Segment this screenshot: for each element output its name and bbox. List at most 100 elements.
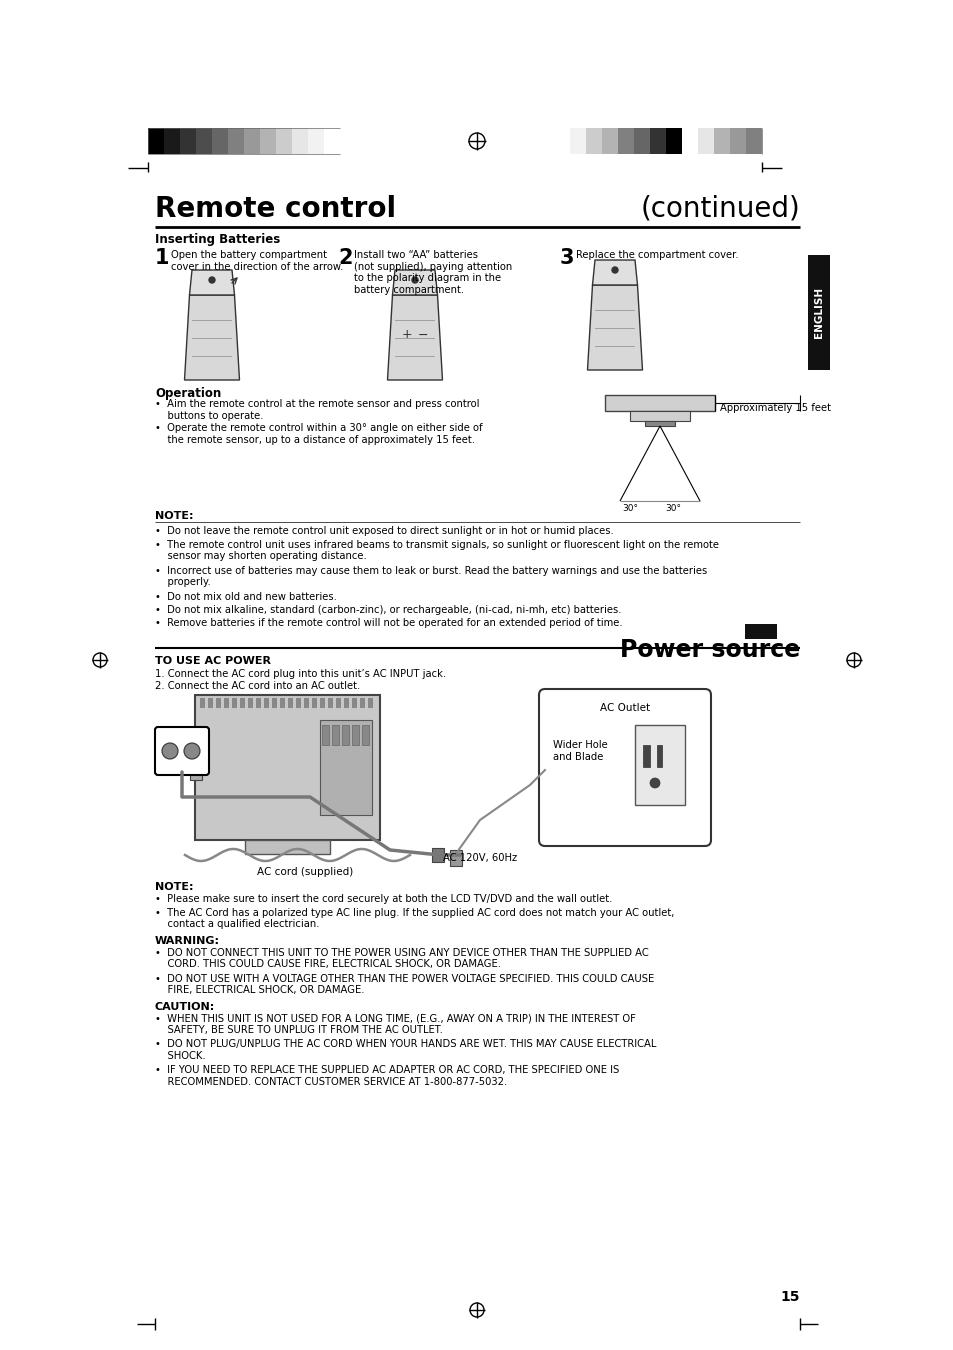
Text: 2. Connect the AC cord into an AC outlet.: 2. Connect the AC cord into an AC outlet… [154, 680, 360, 691]
Bar [359, 698, 365, 707]
Bar [224, 698, 229, 707]
Bar [308, 128, 324, 154]
Bar [635, 725, 684, 805]
Text: 3: 3 [559, 248, 574, 269]
Bar [319, 720, 372, 815]
Text: 30°: 30° [621, 504, 638, 513]
Text: NOTE:: NOTE: [154, 882, 193, 892]
Bar [644, 421, 675, 427]
Text: Replace the compartment cover.: Replace the compartment cover. [576, 250, 738, 261]
Bar [240, 698, 245, 707]
Bar [352, 725, 358, 745]
Text: 15: 15 [780, 1291, 800, 1304]
Bar [585, 128, 601, 154]
Bar [304, 698, 309, 707]
Text: •  DO NOT USE WITH A VOLTAGE OTHER THAN THE POWER VOLTAGE SPECIFIED. THIS COULD : • DO NOT USE WITH A VOLTAGE OTHER THAN T… [154, 973, 654, 995]
Text: AC cord (supplied): AC cord (supplied) [256, 867, 353, 878]
Text: Power source: Power source [619, 639, 800, 662]
Bar [244, 128, 260, 154]
Bar [228, 128, 244, 154]
Text: •  The remote control unit uses infrared beams to transmit signals, so sunlight : • The remote control unit uses infrared … [154, 540, 719, 562]
Bar [260, 128, 275, 154]
Bar [368, 698, 373, 707]
Polygon shape [592, 261, 637, 285]
Text: •  Remove batteries if the remote control will not be operated for an extended p: • Remove batteries if the remote control… [154, 618, 622, 629]
Text: NOTE:: NOTE: [154, 512, 193, 521]
FancyBboxPatch shape [538, 688, 710, 846]
Bar [324, 128, 339, 154]
Bar [312, 698, 316, 707]
Text: +: + [401, 328, 412, 342]
Bar [729, 128, 745, 154]
Bar [264, 698, 269, 707]
Polygon shape [184, 296, 239, 379]
Bar [807, 255, 829, 370]
Bar [232, 698, 236, 707]
Text: (continued): (continued) [639, 194, 800, 223]
Text: Approximately 15 feet: Approximately 15 feet [720, 404, 830, 413]
Bar [288, 698, 293, 707]
Text: •  DO NOT PLUG/UNPLUG THE AC CORD WHEN YOUR HANDS ARE WET. THIS MAY CAUSE ELECTR: • DO NOT PLUG/UNPLUG THE AC CORD WHEN YO… [154, 1040, 656, 1061]
Circle shape [184, 743, 200, 759]
Text: 30°: 30° [664, 504, 680, 513]
Text: •  The AC Cord has a polarized type AC line plug. If the supplied AC cord does n: • The AC Cord has a polarized type AC li… [154, 907, 674, 929]
Circle shape [209, 277, 214, 284]
Bar [292, 128, 308, 154]
Text: TO USE AC POWER: TO USE AC POWER [154, 656, 271, 666]
Polygon shape [392, 270, 437, 296]
Polygon shape [387, 296, 442, 379]
Bar [164, 128, 180, 154]
Text: 1. Connect the AC cord plug into this unit’s AC INPUT jack.: 1. Connect the AC cord plug into this un… [154, 670, 446, 679]
Text: •  Please make sure to insert the cord securely at both the LCD TV/DVD and the w: • Please make sure to insert the cord se… [154, 894, 612, 904]
Bar [432, 848, 443, 863]
Bar [745, 128, 761, 154]
Bar [332, 725, 338, 745]
Polygon shape [587, 285, 641, 370]
Bar [295, 698, 301, 707]
Text: •  Do not leave the remote control unit exposed to direct sunlight or in hot or : • Do not leave the remote control unit e… [154, 526, 613, 536]
Text: •  DO NOT CONNECT THIS UNIT TO THE POWER USING ANY DEVICE OTHER THAN THE SUPPLIE: • DO NOT CONNECT THIS UNIT TO THE POWER … [154, 948, 648, 969]
Bar [208, 698, 213, 707]
Text: Inserting Batteries: Inserting Batteries [154, 234, 280, 246]
Bar [649, 128, 665, 154]
Bar [212, 128, 228, 154]
Bar [713, 128, 729, 154]
Text: AC 120V, 60Hz: AC 120V, 60Hz [442, 853, 517, 863]
Bar [195, 128, 212, 154]
Bar [280, 698, 285, 707]
Bar [450, 850, 461, 865]
Text: Install two “AA” batteries
(not supplied), paying attention
to the polarity diag: Install two “AA” batteries (not supplied… [354, 250, 512, 294]
Text: 2: 2 [337, 248, 352, 269]
Bar [341, 725, 349, 745]
Circle shape [649, 778, 659, 788]
Circle shape [162, 743, 178, 759]
Text: •  Do not mix alkaline, standard (carbon-zinc), or rechargeable, (ni-cad, ni-mh,: • Do not mix alkaline, standard (carbon-… [154, 605, 620, 616]
Bar [190, 751, 202, 780]
Bar [601, 128, 618, 154]
Polygon shape [190, 270, 234, 296]
Bar [194, 695, 379, 840]
Bar [245, 840, 330, 855]
Bar [215, 698, 221, 707]
Bar [361, 725, 369, 745]
Bar [148, 128, 164, 154]
Bar [681, 128, 698, 154]
Bar [275, 128, 292, 154]
Text: •  Incorrect use of batteries may cause them to leak or burst. Read the battery : • Incorrect use of batteries may cause t… [154, 566, 706, 587]
Bar [634, 128, 649, 154]
Text: •  IF YOU NEED TO REPLACE THE SUPPLIED AC ADAPTER OR AC CORD, THE SPECIFIED ONE : • IF YOU NEED TO REPLACE THE SUPPLIED AC… [154, 1065, 618, 1087]
Bar [322, 725, 329, 745]
Bar [618, 128, 634, 154]
Bar [344, 698, 349, 707]
Text: ENGLISH: ENGLISH [813, 288, 823, 338]
Bar [180, 128, 195, 154]
Text: AC Outlet: AC Outlet [599, 703, 649, 713]
Bar [604, 396, 714, 410]
Bar [657, 745, 661, 767]
Text: •  WHEN THIS UNIT IS NOT USED FOR A LONG TIME, (E.G., AWAY ON A TRIP) IN THE INT: • WHEN THIS UNIT IS NOT USED FOR A LONG … [154, 1014, 636, 1035]
Text: Operation: Operation [154, 387, 221, 400]
Bar [744, 624, 776, 639]
Circle shape [412, 277, 417, 284]
Text: WARNING:: WARNING: [154, 936, 220, 945]
Bar [319, 698, 325, 707]
